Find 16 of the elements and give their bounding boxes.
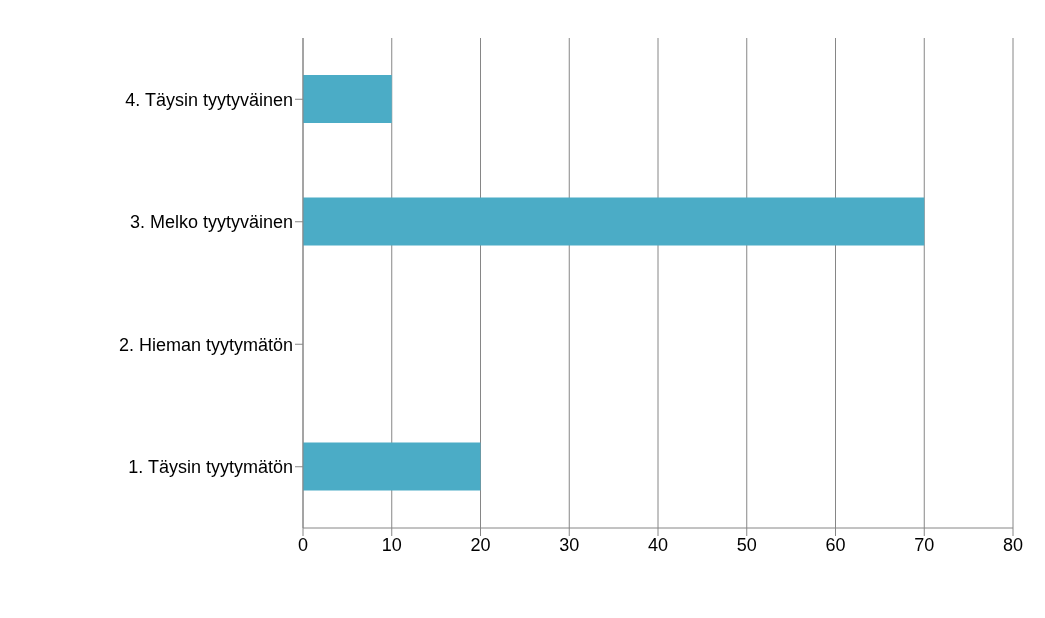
x-tick-label: 70 [914,534,935,555]
x-tick-label: 80 [1002,534,1024,555]
x-tick-label: 30 [559,534,580,555]
y-tick-label: 3. Melko tyytyväinen [129,212,293,233]
bar [303,197,925,246]
x-tick-label: 20 [470,534,491,555]
bar [303,442,481,491]
x-tick-label: 10 [381,534,402,555]
bar [303,75,392,123]
x-tick-label: 50 [736,534,757,555]
x-tick-label: 0 [297,534,309,555]
y-tick-label: 2. Hieman tyytymätön [118,334,293,355]
x-tick-label: 40 [647,534,669,555]
y-tick-label: 4. Täysin tyytyväinen [125,89,293,110]
x-tick-label: 60 [825,534,846,555]
y-tick-label: 1. Täysin tyytymätön [128,457,293,478]
